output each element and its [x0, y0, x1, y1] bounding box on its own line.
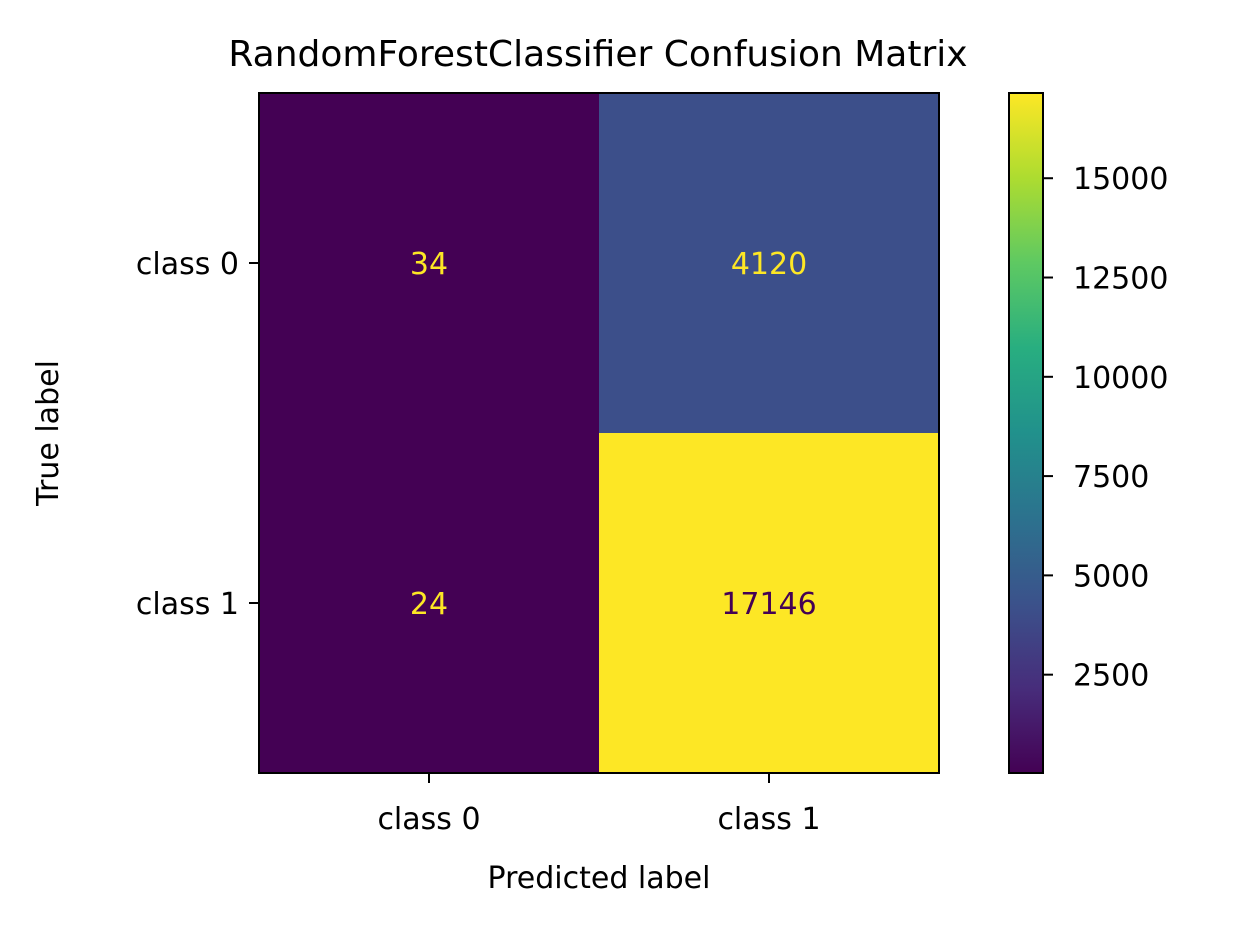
y-tick-label-1: class 1: [136, 587, 239, 622]
x-tick-label-0: class 0: [377, 802, 480, 837]
colorbar-ticks: 2500 5000 7500 10000 12500 15000: [1043, 162, 1168, 694]
chart-title: RandomForestClassifier Confusion Matrix: [228, 34, 967, 75]
colorbar-tick-label-4: 12500: [1073, 262, 1168, 297]
colorbar-tick-label-5: 15000: [1073, 162, 1168, 197]
cell-r0-c1: [599, 93, 939, 433]
matrix-cells: 34 4120 24 17146: [259, 93, 939, 773]
cell-r0-c0: [259, 93, 599, 433]
cell-r1-c0: [259, 433, 599, 773]
x-axis-ticks: class 0 class 1: [377, 773, 821, 837]
cell-value-r1-c0: 24: [410, 587, 448, 622]
y-axis-ticks: class 0 class 1: [136, 247, 259, 622]
y-axis-label: True label: [31, 360, 66, 507]
cell-value-r0-c0: 34: [410, 247, 448, 282]
colorbar: [1008, 92, 1044, 774]
matrix-frame: [258, 92, 940, 774]
y-tick-label-0: class 0: [136, 247, 239, 282]
colorbar-tick-label-1: 5000: [1073, 559, 1149, 594]
cell-r1-c1: [599, 433, 939, 773]
colorbar-tick-label-0: 2500: [1073, 659, 1149, 694]
x-tick-label-1: class 1: [717, 802, 820, 837]
cell-value-r0-c1: 4120: [731, 247, 807, 282]
colorbar-tick-label-2: 7500: [1073, 460, 1149, 495]
cell-value-r1-c1: 17146: [721, 587, 816, 622]
x-axis-label: Predicted label: [488, 861, 711, 896]
colorbar-tick-label-3: 10000: [1073, 361, 1168, 396]
